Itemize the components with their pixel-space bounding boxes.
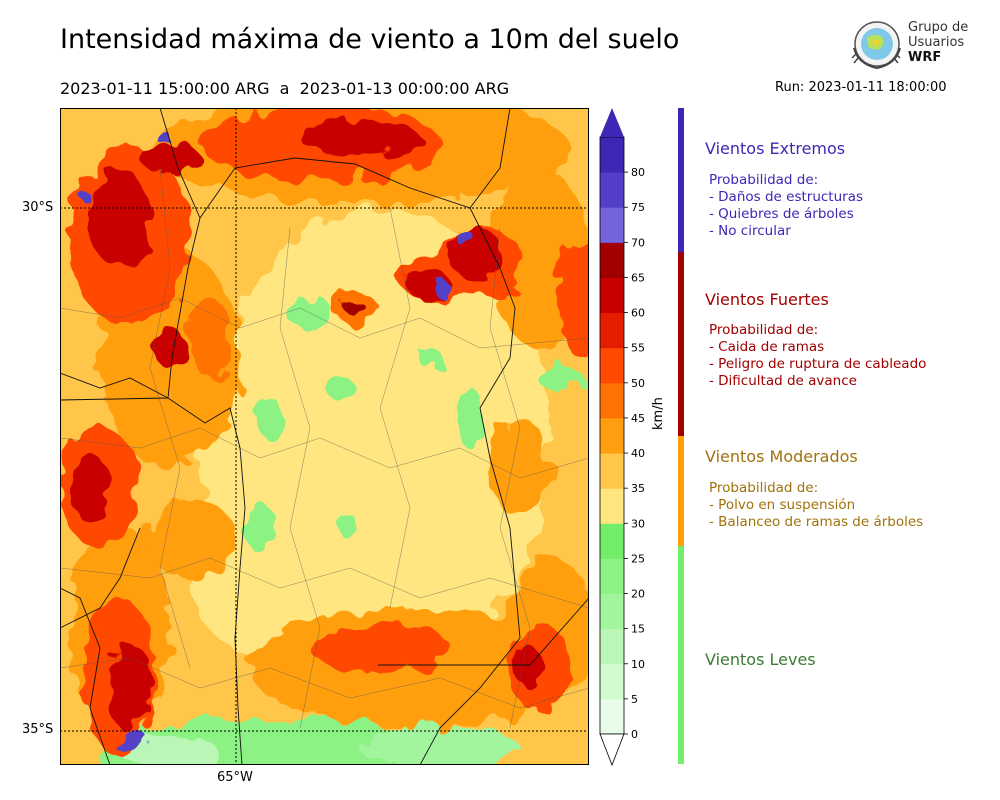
category-line: - Daños de estructuras: [709, 189, 864, 205]
colorbar-extend-top: [600, 108, 624, 137]
colorbar-tick-label: 75: [631, 201, 645, 214]
wind-map: [60, 108, 589, 765]
colorbar-tick-label: 65: [631, 271, 645, 284]
colorbar-tick-label: 5: [631, 693, 638, 706]
category-line: - Caida de ramas: [709, 339, 825, 355]
colorbar-segment: [600, 347, 624, 384]
colorbar-extend-bottom: [599, 733, 625, 767]
lon-label-65: 65°W: [217, 770, 253, 785]
colorbar-segment: [600, 417, 624, 454]
colorbar-units: km/h: [651, 397, 666, 430]
colorbar-segment: [600, 207, 624, 243]
colorbar-segment: [600, 382, 624, 419]
colorbar-segment: [600, 523, 624, 559]
category-body-strong: Probabilidad de: - Caida de ramas - Peli…: [709, 322, 926, 390]
colorbar-segment: [600, 172, 624, 208]
province-borders: [60, 108, 589, 765]
colorbar: 0 5 10 15 20 25 30 35 40 45 50 55 60 65 70 75 80: [599, 108, 645, 767]
colorbar-segment: [600, 593, 624, 630]
colorbar-ticks: 0 5 10 15 20 25 30 35 40 45 50 55 60 65 70 75 80: [624, 166, 645, 741]
category-line: - Balanceo de ramas de árboles: [709, 514, 924, 530]
category-line: - Dificultad de avance: [709, 373, 857, 389]
colorbar-tick-label: 50: [631, 377, 645, 390]
moderate-bar: [678, 436, 684, 546]
colorbar-tick-label: 80: [631, 166, 645, 179]
category-title-moderate: Vientos Moderados: [705, 447, 858, 466]
logo-text-line3: WRF: [908, 50, 942, 65]
logo-text-line1: Grupo de: [908, 20, 969, 35]
strong-bar: [678, 252, 684, 436]
colorbar-tick-label: 35: [631, 482, 645, 495]
department-borders: [60, 167, 589, 729]
colorbar-tick-label: 10: [631, 658, 645, 671]
category-line: - Quiebres de árboles: [709, 206, 854, 222]
colorbar-segment: [600, 137, 624, 173]
colorbar-segment: [600, 488, 624, 524]
colorbar-segment: [600, 628, 624, 665]
wrf-logo: Grupo de Usuarios WRF: [848, 18, 978, 74]
colorbar-tick-label: 15: [631, 623, 645, 636]
colorbar-segment: [600, 558, 624, 595]
colorbar-segment: [600, 453, 624, 489]
run-time: Run: 2023-01-11 18:00:00: [775, 80, 947, 95]
page-title: Intensidad máxima de viento a 10m del su…: [60, 24, 680, 55]
category-line: Probabilidad de:: [709, 172, 819, 188]
colorbar-segments: [599, 136, 625, 735]
colorbar-segment: [600, 312, 624, 349]
category-line: - Peligro de ruptura de cableado: [709, 356, 927, 372]
colorbar-tick-label: 70: [631, 236, 645, 249]
logo-text-line2: Usuarios: [908, 35, 965, 50]
globe-logo-icon: [851, 21, 901, 70]
category-title-light: Vientos Leves: [705, 650, 816, 669]
colorbar-tick-label: 60: [631, 307, 645, 320]
category-line: - No circular: [709, 223, 791, 239]
colorbar-tick-label: 30: [631, 517, 645, 530]
colorbar-tick-label: 25: [631, 552, 645, 565]
colorbar-tick-label: 55: [631, 342, 645, 355]
colorbar-segment: [600, 698, 624, 735]
category-body-moderate: Probabilidad de: - Polvo en suspensión -…: [709, 480, 923, 531]
colorbar-segment: [600, 277, 624, 314]
graticule: [60, 108, 589, 765]
colorbar-tick-label: 45: [631, 412, 645, 425]
category-body-extreme: Probabilidad de: - Daños de estructuras …: [709, 172, 863, 240]
colorbar-tick-label: 0: [631, 728, 638, 741]
light-bar: [678, 546, 684, 764]
lat-label-30: 30°S: [22, 200, 54, 215]
extreme-bar: [678, 108, 684, 252]
category-line: Probabilidad de:: [709, 480, 819, 496]
colorbar-segment: [600, 242, 624, 278]
colorbar-tick-label: 40: [631, 447, 645, 460]
map-frame: [60, 108, 589, 765]
category-title-extreme: Vientos Extremos: [705, 139, 846, 158]
category-line: - Polvo en suspensión: [709, 497, 856, 513]
colorbar-tick-label: 20: [631, 588, 645, 601]
category-title-strong: Vientos Fuertes: [705, 290, 829, 309]
forecast-period: 2023-01-11 15:00:00 ARG a 2023-01-13 00:…: [60, 79, 510, 98]
lat-label-35: 35°S: [22, 722, 54, 737]
category-line: Probabilidad de:: [709, 322, 819, 338]
colorbar-segment: [600, 663, 624, 700]
